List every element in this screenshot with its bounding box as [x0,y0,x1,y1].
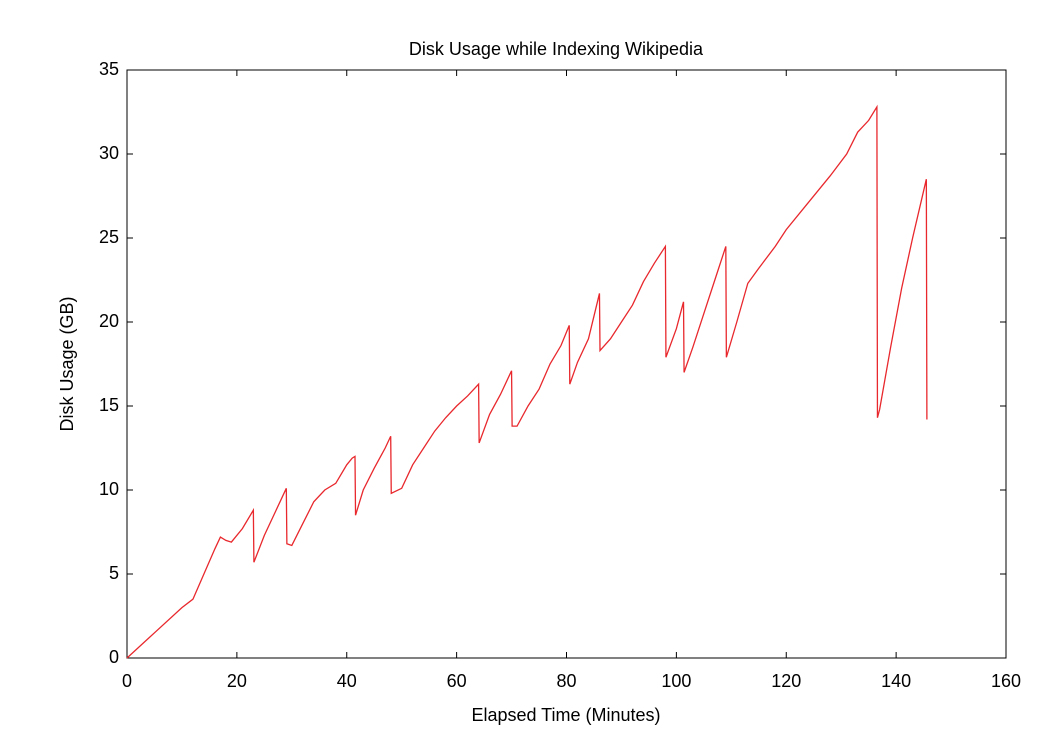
chart-title: Disk Usage while Indexing Wikipedia [409,39,704,59]
y-axis-label: Disk Usage (GB) [57,296,77,431]
x-tick-label: 0 [122,671,132,691]
x-tick-label: 60 [447,671,467,691]
y-tick-label: 35 [99,59,119,79]
x-tick-label: 80 [556,671,576,691]
y-tick-label: 30 [99,143,119,163]
y-tick-label: 25 [99,227,119,247]
x-tick-label: 40 [337,671,357,691]
x-tick-label: 140 [881,671,911,691]
x-axis-label: Elapsed Time (Minutes) [471,705,660,725]
x-tick-label: 160 [991,671,1021,691]
y-tick-label: 5 [109,563,119,583]
y-tick-label: 15 [99,395,119,415]
x-tick-label: 100 [661,671,691,691]
y-tick-label: 10 [99,479,119,499]
y-tick-label: 0 [109,647,119,667]
data-line [126,104,928,659]
x-tick-label: 20 [227,671,247,691]
x-tick-label: 120 [771,671,801,691]
plot-frame [126,69,1007,659]
y-tick-label: 20 [99,311,119,331]
